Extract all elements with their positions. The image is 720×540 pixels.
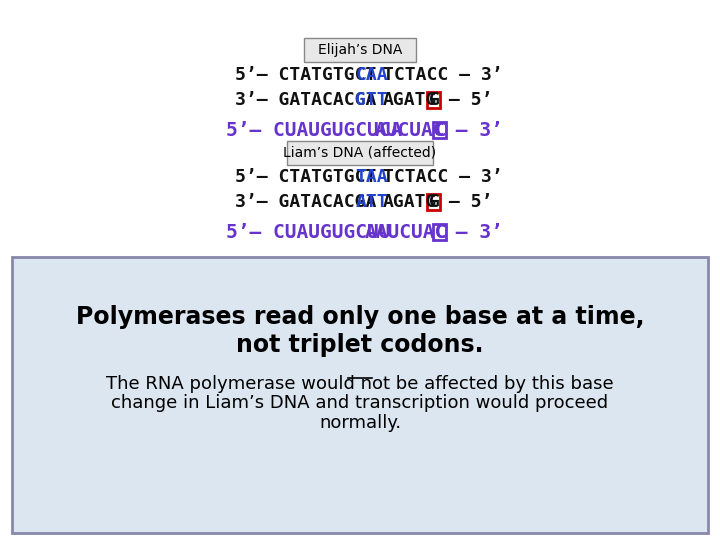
Text: normally.: normally. [319, 414, 401, 432]
Text: CAA: CAA [356, 66, 388, 84]
Text: Liam’s DNA (affected): Liam’s DNA (affected) [284, 146, 436, 160]
Text: GTT: GTT [356, 91, 388, 109]
FancyBboxPatch shape [287, 141, 433, 165]
Text: The RNA polymerase would not be affected by this base: The RNA polymerase would not be affected… [106, 375, 614, 393]
Text: AUCUAC: AUCUAC [375, 120, 446, 139]
Text: 3’– GATACACGA: 3’– GATACACGA [235, 91, 377, 109]
Text: change in Liam’s DNA and transcription would proceed: change in Liam’s DNA and transcription w… [112, 395, 608, 413]
Text: – 3’: – 3’ [444, 222, 503, 241]
Text: – 3’: – 3’ [444, 120, 503, 139]
Text: Polymerases read only one base at a time,
not triplet codons.: Polymerases read only one base at a time… [76, 305, 644, 357]
Text: 5’– CUAUGUGCUCA: 5’– CUAUGUGCUCA [226, 120, 402, 139]
Text: – 5’: – 5’ [438, 193, 492, 211]
Text: AGATG: AGATG [383, 91, 438, 109]
FancyBboxPatch shape [12, 257, 708, 533]
Text: 5’– CUAUGUGCUU: 5’– CUAUGUGCUU [226, 222, 390, 241]
Text: TCTACC – 3’: TCTACC – 3’ [383, 168, 503, 186]
Text: C: C [434, 222, 446, 241]
Text: 5’– CTATGTGCT: 5’– CTATGTGCT [235, 168, 377, 186]
Text: 3’– GATACACGA: 3’– GATACACGA [235, 193, 377, 211]
Text: TCTACC – 3’: TCTACC – 3’ [383, 66, 503, 84]
Text: AGATG: AGATG [383, 193, 438, 211]
FancyBboxPatch shape [304, 38, 416, 62]
Text: AAUCUAC: AAUCUAC [365, 222, 447, 241]
Text: TAA: TAA [356, 168, 388, 186]
Text: 5’– CTATGTGCT: 5’– CTATGTGCT [235, 66, 377, 84]
Text: C: C [434, 120, 446, 139]
Text: G: G [429, 91, 440, 109]
Text: G: G [429, 193, 440, 211]
Text: Elijah’s DNA: Elijah’s DNA [318, 43, 402, 57]
Text: – 5’: – 5’ [438, 91, 492, 109]
Text: ATT: ATT [356, 193, 388, 211]
